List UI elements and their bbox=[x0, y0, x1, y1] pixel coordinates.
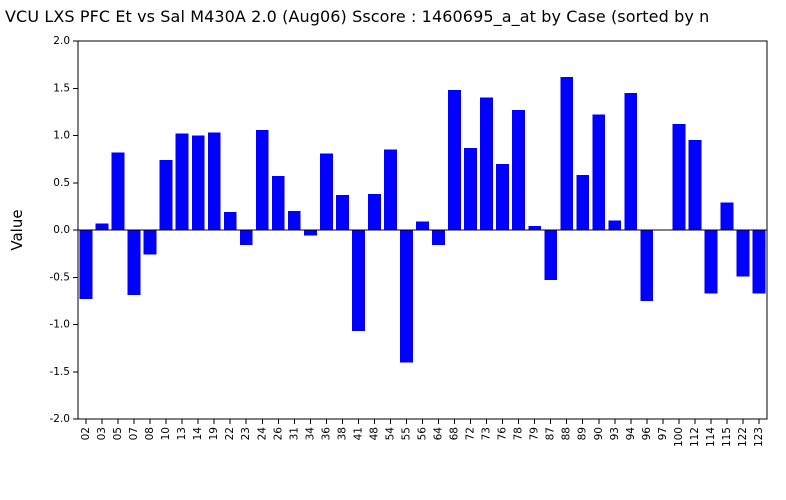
y-tick-label: 0.0 bbox=[53, 224, 70, 236]
x-tick-label: 08 bbox=[144, 427, 156, 440]
bar-26 bbox=[271, 176, 285, 230]
x-tick-label: 05 bbox=[112, 427, 124, 440]
bar-10 bbox=[159, 160, 173, 230]
bar-93 bbox=[608, 220, 622, 230]
bar-122 bbox=[736, 230, 750, 277]
x-tick-label: 115 bbox=[721, 427, 733, 447]
x-tick-label: 73 bbox=[481, 427, 493, 440]
x-tick-label: 23 bbox=[240, 427, 252, 440]
bar-114 bbox=[704, 230, 718, 294]
bar-123 bbox=[752, 230, 766, 294]
x-tick-label: 13 bbox=[176, 427, 188, 440]
x-tick-label: 122 bbox=[737, 427, 749, 447]
y-tick-label: -0.5 bbox=[50, 271, 71, 283]
x-tick-label: 54 bbox=[384, 427, 396, 441]
y-tick-label: -1.0 bbox=[50, 319, 71, 331]
x-tick-label: 10 bbox=[160, 427, 172, 440]
x-tick-label: 03 bbox=[96, 427, 108, 440]
x-tick-label: 26 bbox=[272, 427, 284, 441]
x-tick-label: 72 bbox=[465, 427, 477, 440]
bar-64 bbox=[432, 230, 445, 246]
x-tick-label: 22 bbox=[224, 427, 236, 440]
bar-23 bbox=[239, 230, 253, 246]
x-tick-label: 94 bbox=[625, 427, 637, 441]
bar-73 bbox=[480, 97, 493, 230]
bar-38 bbox=[335, 195, 349, 230]
y-tick-label: -2.0 bbox=[50, 413, 71, 425]
x-tick-label: 55 bbox=[400, 427, 412, 440]
x-tick-label: 87 bbox=[545, 427, 557, 440]
y-axis-label: Value bbox=[8, 209, 26, 250]
x-tick-label: 64 bbox=[433, 427, 445, 441]
bar-13 bbox=[175, 133, 189, 230]
bar-05 bbox=[111, 152, 125, 230]
x-tick-label: 07 bbox=[128, 427, 140, 440]
y-tick-label: 2.0 bbox=[53, 35, 70, 47]
x-tick-label: 68 bbox=[449, 427, 461, 440]
bar-41 bbox=[352, 230, 365, 332]
bar-112 bbox=[688, 140, 702, 230]
x-tick-label: 24 bbox=[256, 427, 268, 441]
chart-title: VCU LXS PFC Et vs Sal M430A 2.0 (Aug06) … bbox=[5, 7, 710, 26]
y-tick-label: -1.5 bbox=[50, 366, 71, 378]
x-tick-label: 123 bbox=[753, 427, 765, 447]
bar-115 bbox=[720, 202, 734, 230]
bar-78 bbox=[512, 109, 526, 230]
bar-19 bbox=[207, 132, 221, 230]
bar-36 bbox=[319, 153, 333, 230]
x-tick-label: 31 bbox=[288, 427, 300, 440]
y-tick-label: 0.5 bbox=[53, 177, 70, 189]
y-tick-label: 1.0 bbox=[53, 130, 70, 142]
bar-89 bbox=[576, 175, 590, 230]
bar-76 bbox=[496, 163, 510, 230]
bar-34 bbox=[303, 230, 317, 236]
bar-72 bbox=[464, 147, 477, 230]
x-tick-label: 76 bbox=[497, 427, 509, 441]
x-tick-label: 100 bbox=[673, 427, 685, 447]
bar-87 bbox=[544, 230, 558, 281]
bar-54 bbox=[384, 149, 397, 230]
x-tick-label: 19 bbox=[208, 427, 220, 440]
bar-03 bbox=[95, 223, 109, 230]
x-tick-label: 48 bbox=[368, 427, 380, 440]
x-tick-label: 89 bbox=[577, 427, 589, 440]
bar-100 bbox=[672, 124, 686, 230]
x-tick-label: 93 bbox=[609, 427, 621, 440]
x-tick-label: 112 bbox=[689, 427, 701, 447]
x-tick-label: 96 bbox=[641, 427, 653, 441]
plot-area: 2.0 1.5 1.0 0.5 0.0 -0.5 -1.0 -1.5 -2.0 02 03 05 07 0… bbox=[50, 35, 768, 447]
x-tick-label: 02 bbox=[80, 427, 92, 440]
x-tick-label: 41 bbox=[352, 427, 364, 440]
bar-55 bbox=[400, 230, 413, 363]
bar-79 bbox=[528, 226, 542, 230]
bar-14 bbox=[191, 135, 205, 230]
x-tick-label: 79 bbox=[529, 427, 541, 440]
bar-31 bbox=[287, 211, 301, 230]
x-tick-label: 90 bbox=[593, 427, 605, 440]
x-tick-label: 38 bbox=[336, 427, 348, 440]
bar-48 bbox=[368, 194, 381, 230]
bar-94 bbox=[624, 92, 638, 230]
bar-02 bbox=[79, 230, 93, 299]
x-tick-label: 56 bbox=[417, 427, 429, 441]
bar-07 bbox=[127, 230, 141, 296]
bar-96 bbox=[640, 230, 654, 301]
y-tick-label: 1.5 bbox=[53, 82, 70, 94]
x-tick-label: 34 bbox=[304, 427, 316, 441]
bar-24 bbox=[255, 129, 269, 230]
x-tick-label: 36 bbox=[320, 427, 332, 441]
bar-88 bbox=[560, 76, 574, 230]
bar-68 bbox=[448, 90, 461, 230]
x-tick-label: 78 bbox=[513, 427, 525, 440]
bar-22 bbox=[223, 212, 237, 230]
x-tick-label: 97 bbox=[657, 427, 669, 440]
x-tick-label: 14 bbox=[192, 427, 204, 441]
bar-08 bbox=[143, 230, 157, 255]
x-tick-label: 114 bbox=[705, 427, 717, 447]
bar-90 bbox=[592, 114, 606, 230]
x-tick-label: 88 bbox=[561, 427, 573, 440]
bar-56 bbox=[416, 221, 429, 230]
